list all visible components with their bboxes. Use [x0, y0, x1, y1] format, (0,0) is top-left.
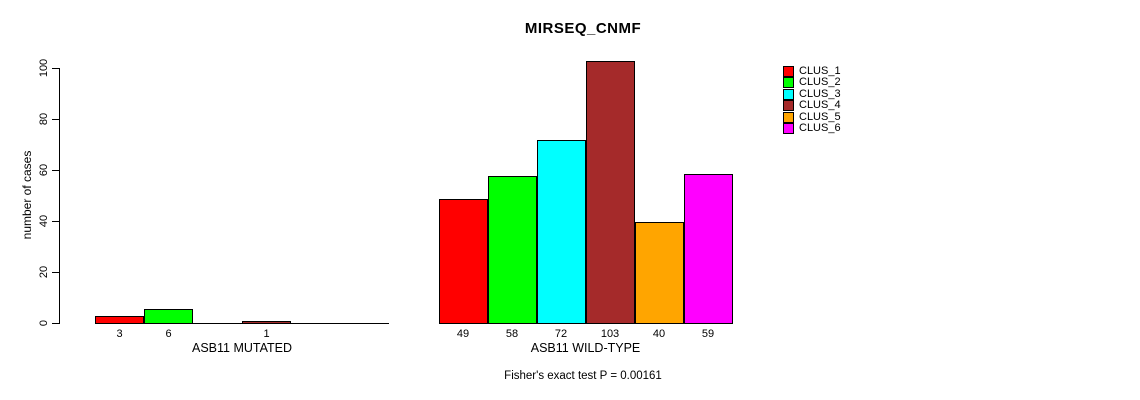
- bar: [95, 315, 144, 324]
- bar-value-label: 40: [652, 328, 666, 340]
- y-axis-line: [59, 67, 60, 324]
- legend-label: CLUS_3: [799, 87, 841, 100]
- legend-swatch: [783, 123, 794, 134]
- bar: [144, 308, 193, 324]
- bar: [438, 198, 488, 324]
- fisher-test-note: Fisher's exact test P = 0.00161: [504, 370, 662, 382]
- bar-value-label: 6: [165, 328, 172, 340]
- bar-value-label: 1: [263, 328, 270, 340]
- y-tick: [52, 118, 59, 120]
- legend-label: CLUS_4: [799, 99, 841, 112]
- bar: [536, 139, 586, 324]
- bar-value-label: 58: [505, 328, 519, 340]
- bar-value-label: 59: [701, 328, 715, 340]
- legend-label: CLUS_1: [799, 65, 841, 77]
- bar: [487, 175, 537, 324]
- group-label: ASB11 MUTATED: [191, 341, 293, 355]
- legend-label: CLUS_6: [799, 122, 841, 134]
- y-tick-label: 100: [38, 58, 50, 78]
- bar: [242, 320, 291, 324]
- y-tick-label: 80: [38, 112, 50, 126]
- bar: [585, 60, 635, 324]
- y-tick: [52, 271, 59, 273]
- legend-label: CLUS_5: [799, 110, 841, 123]
- chart-title: MIRSEQ_CNMF: [524, 20, 642, 37]
- legend-swatch: [783, 66, 794, 77]
- y-tick-label: 60: [38, 163, 50, 177]
- legend-swatch: [783, 111, 794, 123]
- y-tick-label: 40: [38, 214, 50, 228]
- bar-value-label: 49: [456, 328, 470, 340]
- legend-swatch: [783, 88, 794, 100]
- y-tick: [52, 322, 59, 324]
- bar-value-label: 103: [600, 328, 620, 340]
- legend-swatch: [783, 100, 794, 112]
- legend-label: CLUS_2: [799, 76, 841, 89]
- bar: [683, 173, 733, 324]
- y-tick: [52, 67, 59, 69]
- bar-value-label: 72: [554, 328, 568, 340]
- legend-swatch: [783, 77, 794, 89]
- y-tick-label: 0: [38, 319, 50, 327]
- y-tick-label: 20: [38, 265, 50, 279]
- bar-value-label: 3: [116, 328, 123, 340]
- bar: [634, 221, 684, 324]
- y-tick: [52, 169, 59, 171]
- group-label: ASB11 WILD-TYPE: [530, 341, 641, 355]
- y-tick: [52, 220, 59, 222]
